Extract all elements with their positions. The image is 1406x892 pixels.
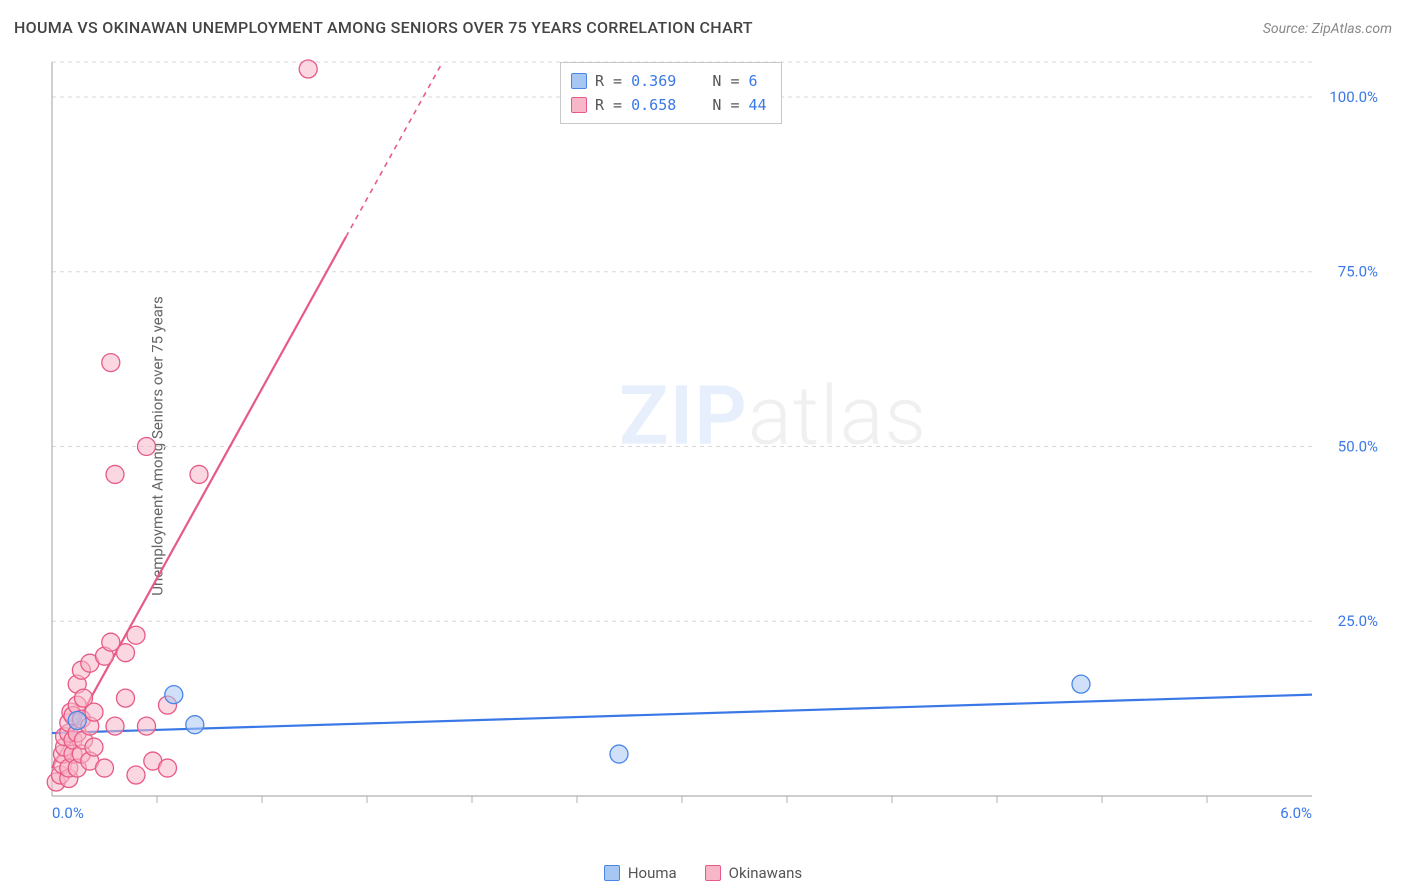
- stats-row-okinawans: R = 0.658 N = 44: [571, 93, 767, 117]
- stats-text: R = 0.369 N = 6: [595, 72, 758, 90]
- svg-text:0.0%: 0.0%: [52, 804, 84, 822]
- svg-text:50.0%: 50.0%: [1338, 437, 1378, 455]
- svg-text:75.0%: 75.0%: [1338, 263, 1378, 281]
- swatch-icon: [705, 865, 721, 881]
- header-row: HOUMA VS OKINAWAN UNEMPLOYMENT AMONG SEN…: [14, 18, 1392, 37]
- plot-area: ZIPatlas 0.0% 6.0% 25.0% 50.0% 75.0% 100.0%: [44, 58, 1384, 830]
- svg-text:ZIPatlas: ZIPatlas: [619, 369, 927, 465]
- swatch-icon: [604, 865, 620, 881]
- scatter-chart: ZIPatlas 0.0% 6.0% 25.0% 50.0% 75.0% 100.0%: [44, 58, 1384, 830]
- stats-row-houma: R = 0.369 N = 6: [571, 69, 767, 93]
- svg-text:25.0%: 25.0%: [1338, 612, 1378, 630]
- series-legend: Houma Okinawans: [0, 864, 1406, 882]
- swatch-icon: [571, 97, 587, 113]
- svg-text:100.0%: 100.0%: [1329, 88, 1378, 106]
- legend-item-okinawans: Okinawans: [705, 864, 802, 882]
- stats-text: R = 0.658 N = 44: [595, 96, 767, 114]
- legend-item-houma: Houma: [604, 864, 677, 882]
- legend-label: Okinawans: [729, 864, 802, 882]
- swatch-icon: [571, 73, 587, 89]
- chart-title: HOUMA VS OKINAWAN UNEMPLOYMENT AMONG SEN…: [14, 18, 753, 37]
- svg-text:6.0%: 6.0%: [1280, 804, 1312, 822]
- legend-label: Houma: [628, 864, 677, 882]
- stats-legend-box: R = 0.369 N = 6 R = 0.658 N = 44: [560, 62, 782, 124]
- source-label: Source: ZipAtlas.com: [1263, 21, 1392, 37]
